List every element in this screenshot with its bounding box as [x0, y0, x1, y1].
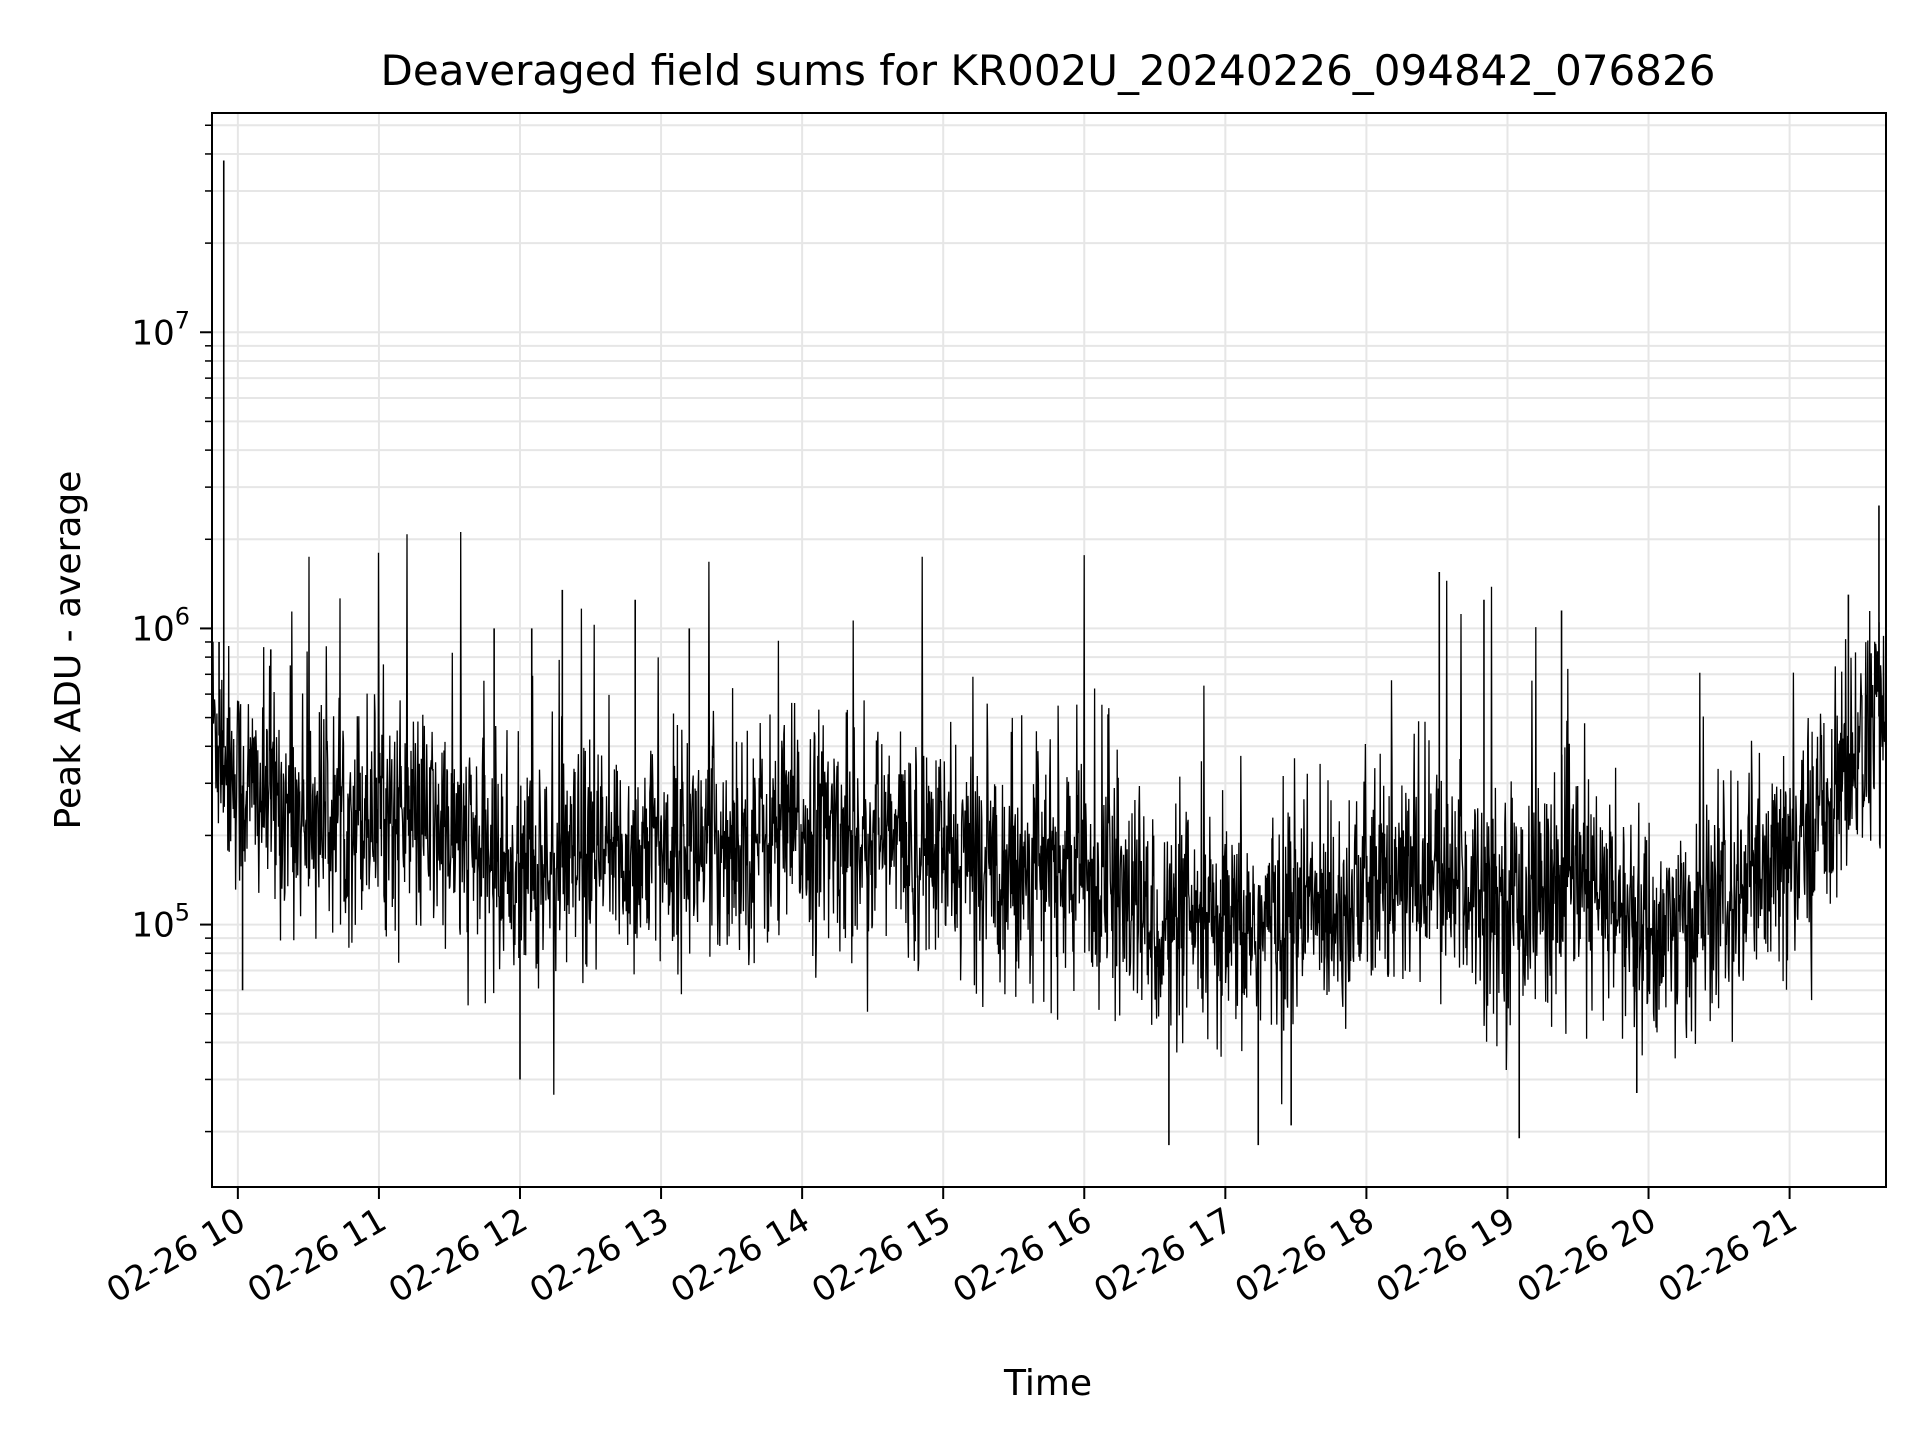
x-tick-label: 02-26 14	[664, 1200, 816, 1311]
x-tick-label: 02-26 12	[382, 1200, 534, 1311]
chart-title: Deaveraged field sums for KR002U_2024022…	[381, 46, 1716, 95]
x-tick-label: 02-26 16	[946, 1200, 1098, 1311]
x-tick-label: 02-26 17	[1087, 1200, 1239, 1311]
y-tick-label: 105	[131, 899, 190, 946]
x-tick-label: 02-26 19	[1370, 1200, 1522, 1311]
x-tick-label: 02-26 20	[1511, 1200, 1663, 1311]
x-axis-title: Time	[1003, 1363, 1092, 1404]
x-tick-label: 02-26 21	[1652, 1200, 1804, 1311]
y-axis-title: Peak ADU - average	[48, 471, 89, 830]
y-tick-label: 107	[131, 306, 190, 353]
y-tick-label: 106	[131, 602, 190, 649]
x-tick-label: 02-26 10	[100, 1200, 252, 1311]
series-layer	[211, 160, 1887, 1146]
grid-layer	[212, 113, 1886, 1187]
x-tick-label: 02-26 11	[241, 1200, 393, 1311]
plot-frame	[211, 112, 1887, 1188]
x-tick-label: 02-26 15	[805, 1200, 957, 1311]
x-tick-label: 02-26 13	[523, 1200, 675, 1311]
series-line	[211, 531, 1887, 1105]
x-tick-label: 02-26 18	[1229, 1200, 1381, 1311]
